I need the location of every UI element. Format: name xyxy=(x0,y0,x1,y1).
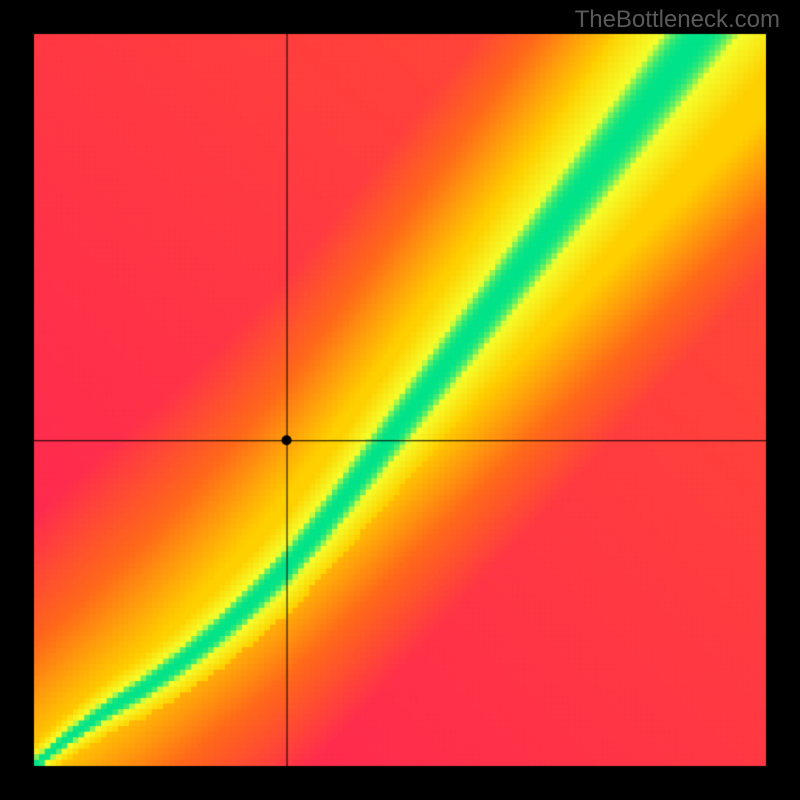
bottleneck-heatmap-canvas xyxy=(0,0,800,800)
watermark-text: TheBottleneck.com xyxy=(575,6,780,34)
